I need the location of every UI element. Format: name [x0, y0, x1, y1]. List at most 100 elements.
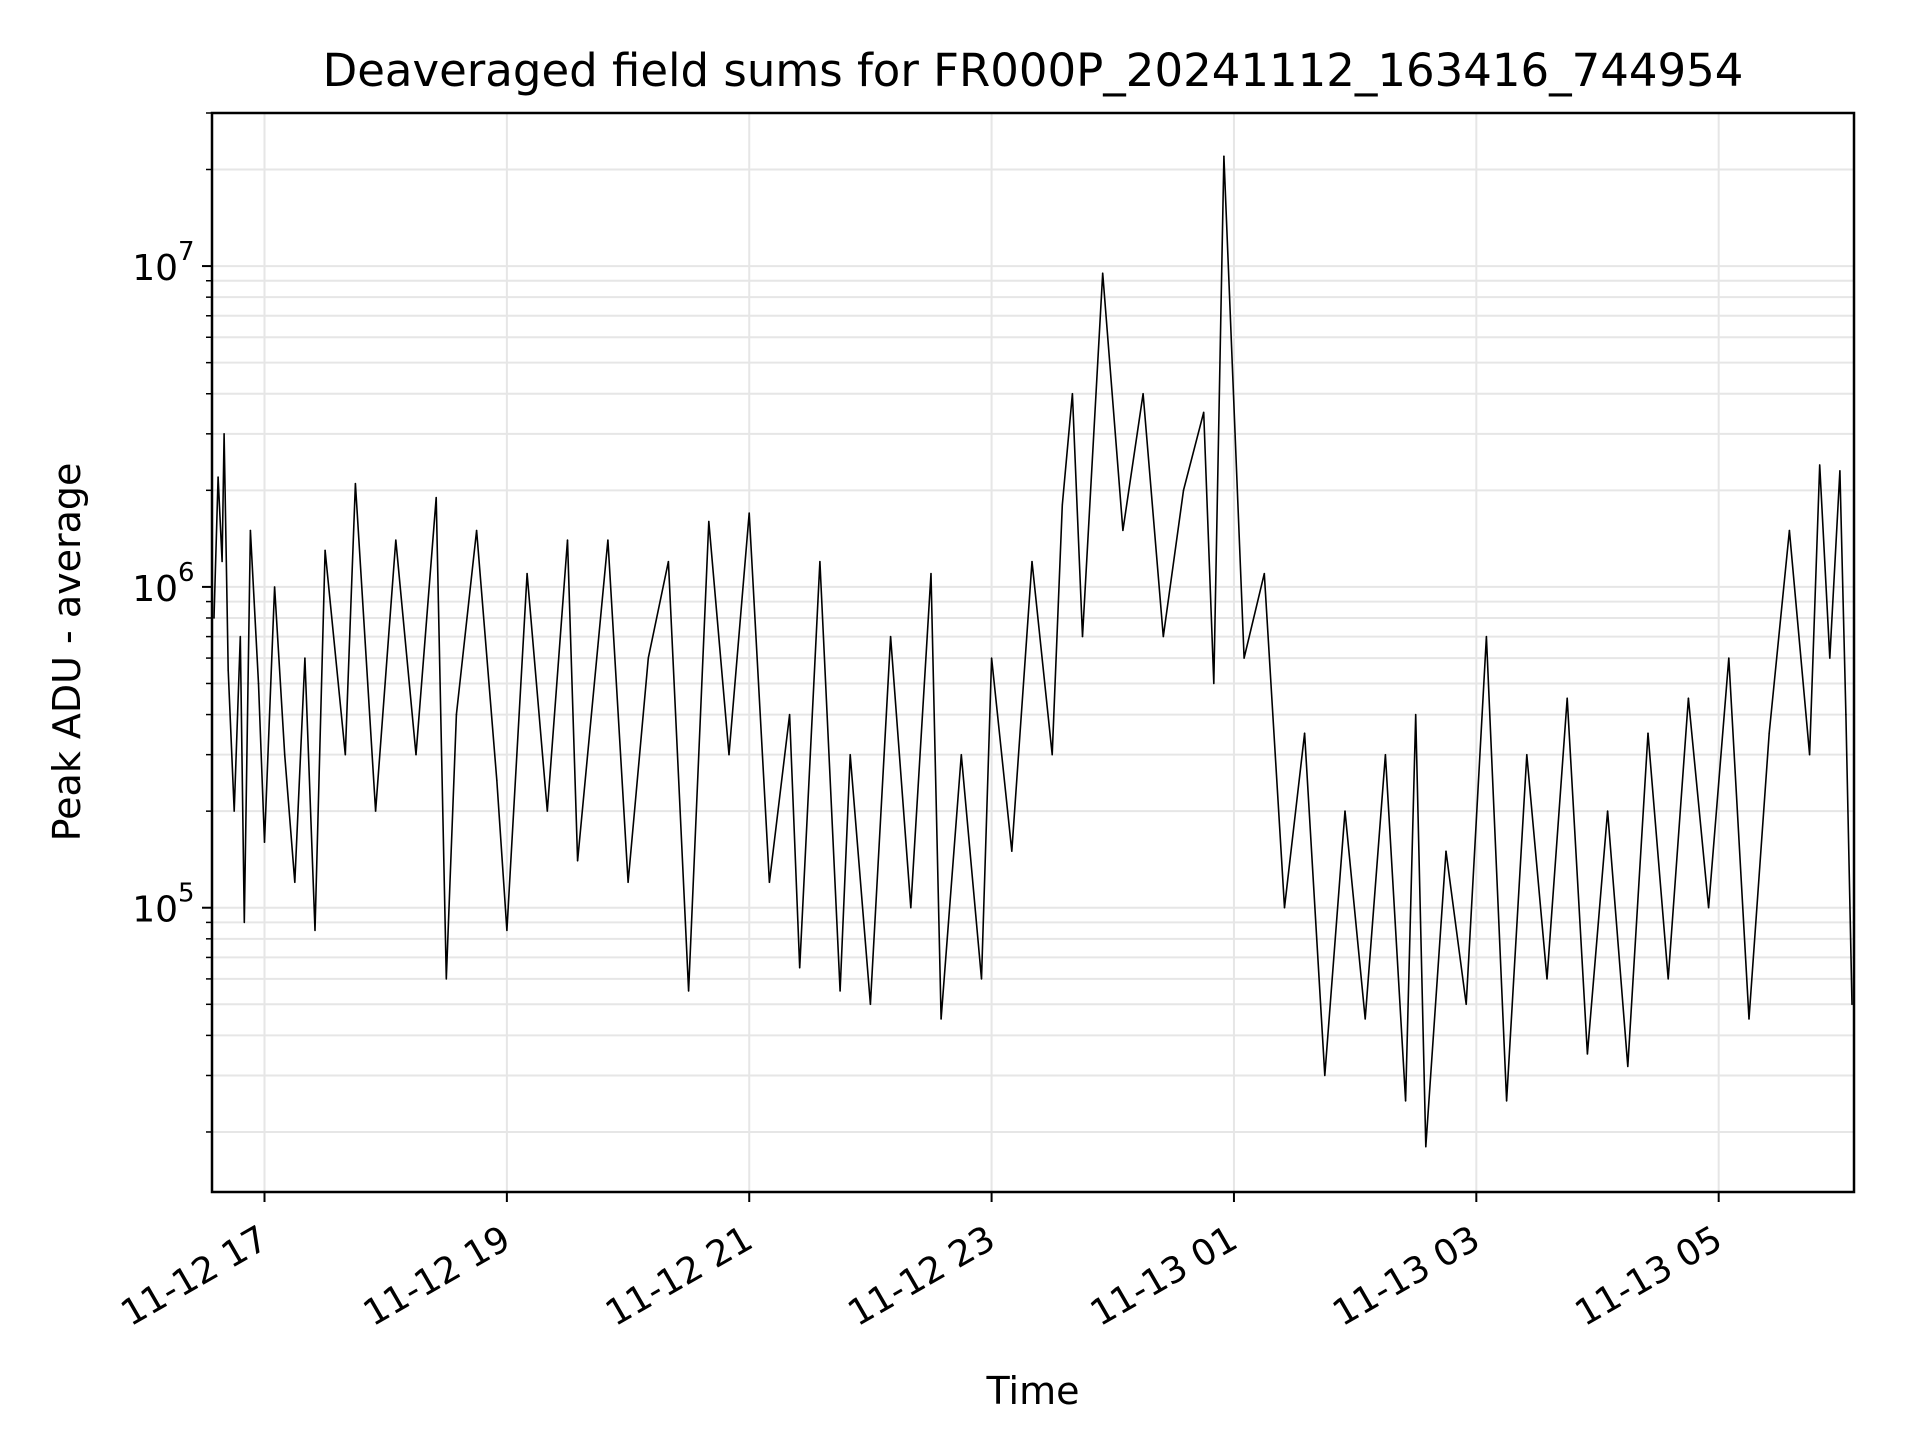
data-point: [1303, 732, 1306, 734]
data-point: [576, 860, 579, 862]
data-point: [1829, 657, 1831, 659]
data-point: [708, 520, 710, 523]
data-point: [1839, 470, 1841, 472]
data-point: [1445, 850, 1447, 852]
data-point: [940, 1018, 942, 1020]
data-point: [1748, 1018, 1750, 1020]
x-tick-label: 11-12 17: [114, 1218, 275, 1334]
data-point: [687, 990, 690, 992]
data-point: [304, 657, 306, 659]
data-point: [1526, 753, 1528, 756]
data-point: [839, 990, 841, 992]
data-point: [728, 753, 730, 756]
data-point: [1566, 697, 1568, 699]
x-tick-label: 11-13 01: [1084, 1218, 1245, 1334]
data-point: [257, 682, 260, 685]
data-point: [1728, 657, 1730, 659]
data-point: [1182, 489, 1185, 492]
data-point: [910, 906, 912, 909]
data-point: [1465, 1003, 1467, 1006]
data-point: [1485, 635, 1488, 638]
y-tick-base: 10: [132, 248, 178, 289]
data-point: [213, 617, 215, 619]
data-point: [294, 881, 296, 884]
data-point: [1031, 560, 1033, 563]
data-point: [1818, 464, 1821, 466]
data-point: [1122, 529, 1124, 532]
data-point: [1687, 697, 1690, 699]
data-point: [1344, 810, 1346, 812]
data-point: [475, 529, 478, 532]
y-tick-exponent: 6: [178, 558, 195, 588]
data-point: [1788, 529, 1791, 532]
data-series-line: [213, 156, 1853, 1147]
plot-frame: [210, 111, 1856, 1194]
data-point: [1324, 1074, 1326, 1077]
data-point: [1404, 1100, 1407, 1102]
data-point: [869, 1003, 872, 1006]
data-point: [1011, 850, 1013, 852]
data-point: [217, 476, 219, 478]
data-point: [788, 713, 791, 716]
data-point: [283, 753, 286, 756]
data-point: [1384, 753, 1387, 756]
data-point: [455, 713, 458, 716]
data-point: [1223, 155, 1225, 157]
data-point: [239, 635, 242, 638]
data-point: [1667, 978, 1669, 980]
y-tick-exponent: 5: [178, 879, 195, 909]
data-point: [1202, 411, 1205, 414]
x-tick-label: 11-13 05: [1569, 1218, 1730, 1334]
data-point: [223, 433, 225, 435]
data-point: [1845, 713, 1847, 716]
data-point: [1213, 682, 1215, 685]
grid-layer: [212, 112, 1854, 1192]
data-point: [1101, 272, 1104, 275]
y-tick-exponent: 7: [178, 237, 195, 267]
data-point: [627, 881, 629, 884]
series-layer: [213, 155, 1853, 1148]
data-point: [354, 482, 357, 485]
data-point: [1243, 657, 1245, 659]
data-point: [667, 560, 670, 563]
data-point: [344, 753, 347, 756]
data-point: [1586, 1053, 1589, 1055]
data-point: [930, 572, 932, 575]
data-point: [647, 657, 650, 659]
data-point: [748, 512, 750, 514]
y-tick-label: 10: [132, 890, 178, 931]
data-point: [607, 539, 609, 541]
chart-title: Deaveraged field sums for FR000P_2024111…: [323, 44, 1744, 97]
x-tick-label: 11-12 19: [357, 1218, 518, 1334]
data-point: [1546, 978, 1548, 980]
data-point: [1071, 392, 1074, 395]
y-tick-label: 10: [132, 569, 178, 610]
data-point: [1263, 572, 1266, 575]
data-point: [1851, 1003, 1853, 1006]
data-point: [227, 669, 229, 671]
data-point: [324, 549, 326, 552]
data-point: [990, 657, 993, 659]
data-point: [1425, 1145, 1427, 1148]
data-point: [798, 967, 801, 969]
data-point: [1505, 1100, 1508, 1102]
data-point: [445, 978, 448, 980]
data-point: [1142, 392, 1144, 395]
data-point: [960, 753, 963, 756]
data-point: [1647, 732, 1649, 734]
data-point: [566, 539, 569, 541]
data-point: [1606, 810, 1609, 812]
y-axis-label: Peak ADU - average: [45, 463, 89, 842]
data-point: [415, 753, 417, 756]
data-point: [1707, 906, 1710, 909]
data-point: [243, 921, 246, 924]
data-point: [249, 529, 252, 532]
data-point: [819, 560, 821, 563]
data-point: [1808, 753, 1811, 756]
data-point: [1627, 1065, 1629, 1068]
data-point: [546, 810, 549, 812]
x-axis-label: Time: [986, 1369, 1080, 1413]
x-tick-label: 11-13 03: [1326, 1218, 1487, 1334]
